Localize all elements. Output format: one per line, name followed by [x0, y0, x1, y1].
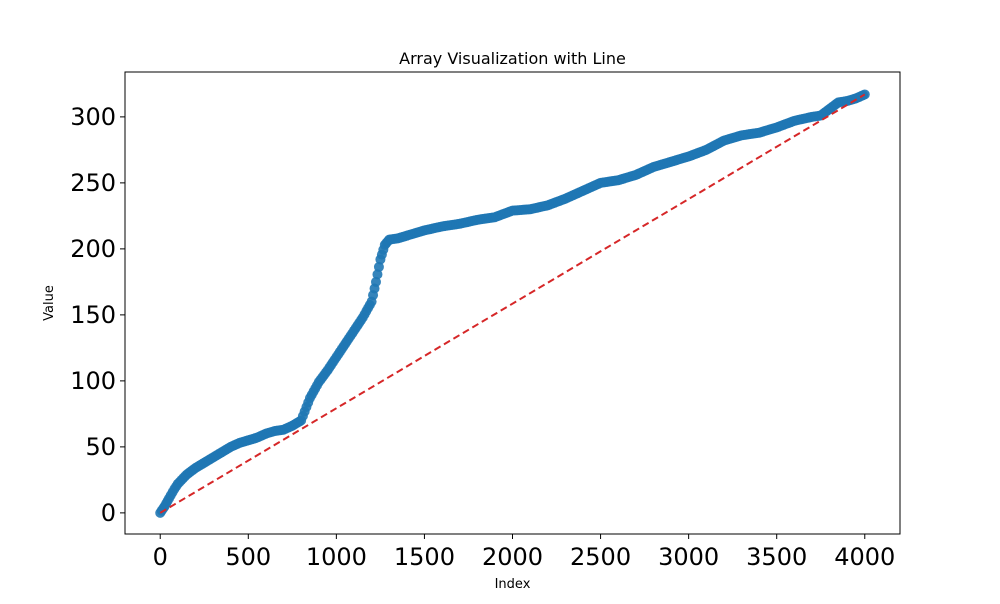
y-tick-label: 200: [70, 235, 116, 263]
x-tick-label: 3000: [658, 543, 719, 571]
x-tick-label: 500: [225, 543, 271, 571]
reference-line: [159, 93, 866, 514]
scatter-series: [155, 89, 870, 518]
x-tick-label: 4000: [834, 543, 895, 571]
x-tick-label: 2000: [482, 543, 543, 571]
x-axis-label: Index: [495, 577, 531, 592]
y-tick-label: 300: [70, 103, 116, 131]
x-tick-label: 3500: [746, 543, 807, 571]
x-tick-label: 1000: [306, 543, 367, 571]
scatter-point: [370, 276, 381, 287]
x-tick-label: 0: [153, 543, 168, 571]
chart-title: Array Visualization with Line: [399, 49, 626, 68]
x-tick-label: 2500: [570, 543, 631, 571]
x-tick-label: 1500: [394, 543, 455, 571]
x-axis-ticks: 0 500 1000 1500 2000 2500 3000 3500 4000: [153, 534, 895, 571]
y-tick-label: 250: [70, 169, 116, 197]
y-tick-label: 0: [101, 499, 116, 527]
y-tick-label: 50: [85, 433, 116, 461]
scatter-point: [372, 269, 383, 280]
scatter-point: [373, 261, 384, 272]
y-axis-ticks: 0 50 100 150 200 250 300: [70, 103, 125, 527]
y-axis-label: Value: [42, 285, 57, 321]
plot-area: [155, 89, 870, 518]
y-tick-label: 100: [70, 367, 116, 395]
y-tick-label: 150: [70, 301, 116, 329]
